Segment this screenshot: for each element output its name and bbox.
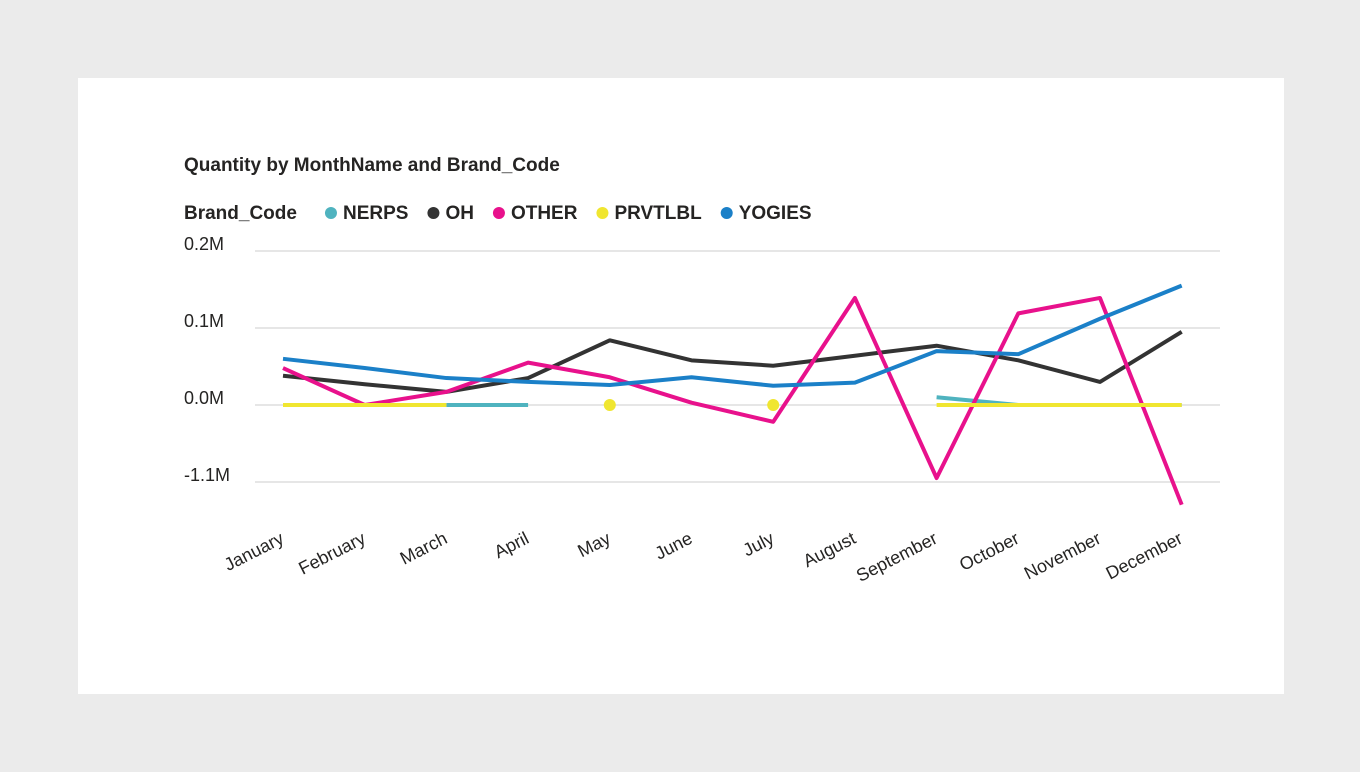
line-series [282,283,1183,388]
legend-marker [720,207,733,219]
legend-marker [596,207,609,219]
legend-label: PRVTLBL [614,203,702,224]
line-point [767,399,780,411]
y-tick-label: 0.2M [184,234,224,254]
legend-label: OH [445,203,474,224]
legend-marker [427,207,440,219]
line-point [603,399,616,411]
y-tick-label: 0.0M [184,388,224,408]
y-tick-label: 0.1M [184,311,224,331]
legend-label: OTHER [511,203,578,224]
legend-marker [492,207,505,219]
legend-marker [324,207,337,219]
legend-label: NERPS [343,203,408,224]
line-series [282,330,1183,394]
y-tick-label: -1.1M [184,465,230,485]
chart-title: Quantity by MonthName and Brand_Code [184,155,560,176]
line-series [282,295,1184,506]
legend-label: YOGIES [739,203,812,224]
legend-title: Brand_Code [184,203,297,224]
card [78,78,1284,694]
